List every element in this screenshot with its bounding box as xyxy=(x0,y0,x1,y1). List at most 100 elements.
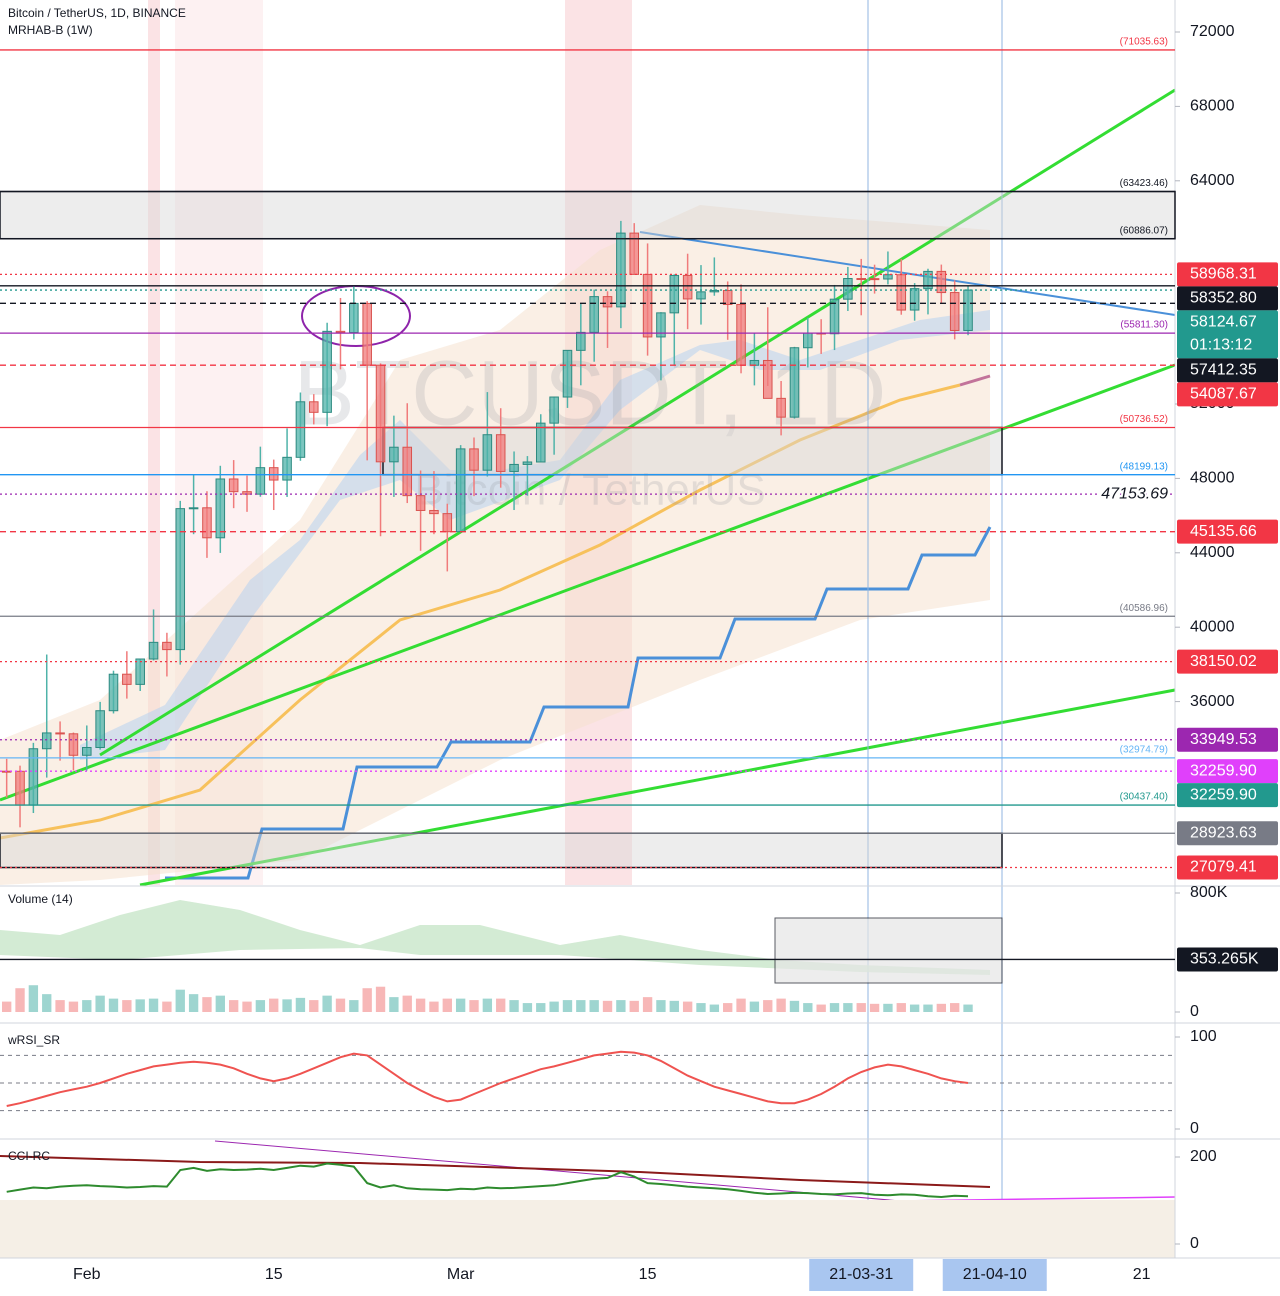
candle-body xyxy=(549,396,559,424)
watermark: Bitcoin / TetherUS xyxy=(414,466,765,515)
price-tag-label: 27079.41 xyxy=(1190,859,1257,876)
zone xyxy=(0,832,1003,869)
candle-body xyxy=(175,508,186,651)
date-highlight xyxy=(942,1259,1047,1291)
volume-bar xyxy=(669,1000,679,1012)
candle-body xyxy=(389,446,399,463)
volume-bar xyxy=(656,1000,666,1012)
volume-bar xyxy=(282,999,292,1012)
candle-body xyxy=(522,461,533,465)
y-tick-label: 68000 xyxy=(1190,98,1235,115)
price-tag xyxy=(1177,759,1278,784)
level-note: (60886.07) xyxy=(1120,225,1168,236)
cci-band xyxy=(0,1200,1175,1258)
candle-body xyxy=(55,732,65,735)
candle-body xyxy=(349,302,359,334)
x-tick-label: 21 xyxy=(1133,1266,1151,1283)
volume-bar xyxy=(242,1001,252,1012)
volume-bar xyxy=(950,1003,960,1012)
volume-bar xyxy=(923,1004,933,1012)
candle-body xyxy=(402,446,413,497)
y-tick-label: 64000 xyxy=(1190,172,1235,189)
volume-bar xyxy=(509,1000,519,1012)
candle-body xyxy=(696,291,706,300)
candle-body xyxy=(469,448,479,471)
candle-body xyxy=(482,434,493,471)
candle-body xyxy=(682,274,693,300)
x-tick-label: 21-04-10 xyxy=(963,1266,1027,1283)
candle-body xyxy=(803,332,813,349)
x-tick-label: Feb xyxy=(73,1266,101,1283)
candle-body xyxy=(268,467,279,481)
volume-bar xyxy=(696,1003,706,1012)
volume-bar xyxy=(228,1000,239,1012)
volume-bar xyxy=(429,1001,439,1012)
candle-body xyxy=(589,296,599,333)
volume-bar xyxy=(763,1000,773,1012)
date-highlight xyxy=(809,1259,914,1291)
candle-body xyxy=(335,330,346,334)
price-tag xyxy=(1177,947,1278,972)
candle-body xyxy=(322,330,332,413)
candle-body xyxy=(829,298,840,335)
pane-title: Bitcoin / TetherUS, 1D, BINANCE xyxy=(8,6,186,20)
level-note: (55811.30) xyxy=(1120,320,1168,331)
price-tag-label: 33949.53 xyxy=(1190,731,1257,748)
price-tag-label: 58968.31 xyxy=(1190,266,1257,283)
volume-bar xyxy=(829,1003,840,1012)
candle-body xyxy=(108,673,119,712)
candle-body xyxy=(616,232,626,308)
candle-body xyxy=(896,274,907,311)
candle-body xyxy=(295,401,306,458)
candle-body xyxy=(535,422,546,463)
candle-body xyxy=(762,359,773,399)
candle-body xyxy=(41,732,52,750)
moving-average xyxy=(0,383,961,840)
volume-bar xyxy=(709,1004,720,1012)
volume-bar xyxy=(55,1000,65,1012)
trend-line xyxy=(639,231,1176,316)
candle-body xyxy=(789,347,800,418)
y-tick-label: 36000 xyxy=(1190,693,1235,710)
volume-bar xyxy=(188,994,199,1012)
y-tick-label: 72000 xyxy=(1190,23,1235,40)
candle-body xyxy=(709,289,720,293)
trend-line xyxy=(99,88,1176,757)
volume-bar xyxy=(803,1003,813,1012)
candle-body xyxy=(509,463,519,472)
countdown: 01:13:12 xyxy=(1190,337,1252,354)
volume-bar xyxy=(816,1004,826,1012)
indicator-line xyxy=(6,1050,969,1107)
price-tag xyxy=(1177,649,1278,674)
volume-bar xyxy=(108,998,119,1012)
candle-body xyxy=(28,748,39,806)
candle-body xyxy=(936,270,947,294)
volume-bar xyxy=(362,988,372,1012)
candle-body xyxy=(415,495,426,511)
candle-body xyxy=(455,448,466,533)
x-tick-label: 21-03-31 xyxy=(829,1266,893,1283)
volume-bar xyxy=(269,998,279,1012)
volume-bar xyxy=(936,1003,947,1012)
volume-bar xyxy=(776,998,786,1012)
candle-body xyxy=(375,364,386,463)
candle-body xyxy=(242,491,252,495)
y-tick-label: 0 xyxy=(1190,1120,1199,1137)
y-tick-label: 800K xyxy=(1190,884,1228,901)
pane-title: CCI-RC xyxy=(8,1149,50,1163)
pane-subtitle: MRHAB-B (1W) xyxy=(8,23,93,37)
candle-body xyxy=(215,478,226,539)
candle-body xyxy=(162,641,172,651)
volume-bar xyxy=(455,998,466,1012)
volume-bar xyxy=(135,999,145,1012)
volume-bar xyxy=(295,997,306,1012)
price-tag xyxy=(1177,262,1278,287)
price-tag xyxy=(1177,783,1278,808)
step-line xyxy=(165,526,992,880)
volume-bar xyxy=(309,1000,319,1012)
zone xyxy=(0,190,1176,240)
candle-body xyxy=(122,673,132,685)
volume-bar xyxy=(883,1003,893,1012)
volume-bar xyxy=(95,995,105,1012)
level-note: (71035.63) xyxy=(1120,37,1168,48)
